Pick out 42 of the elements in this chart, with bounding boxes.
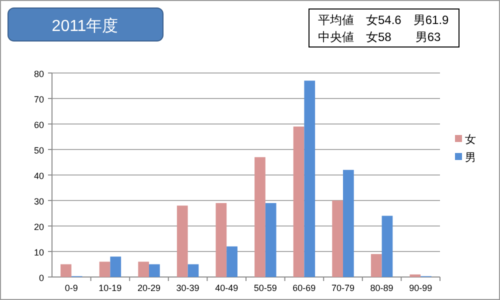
bar (254, 157, 266, 277)
x-tick-label: 60-69 (292, 283, 316, 293)
bar (265, 203, 276, 277)
bar (60, 264, 72, 277)
bar (304, 80, 316, 277)
y-tick-label: 50 (34, 146, 44, 156)
bar (343, 170, 354, 277)
x-tick-label: 80-89 (370, 283, 394, 293)
y-tick-label: 80 (34, 69, 44, 79)
x-tick-label: 90-99 (409, 283, 432, 293)
bar (410, 274, 421, 277)
legend-label: 男 (465, 152, 476, 164)
bar (138, 262, 149, 277)
y-tick-label: 40 (34, 171, 44, 181)
x-tick-label: 0-9 (64, 283, 78, 293)
y-tick-label: 70 (34, 94, 44, 104)
text: 中央値 女58 男63 (318, 30, 442, 44)
y-tick-label: 20 (34, 222, 44, 232)
bar (332, 200, 343, 277)
bar (382, 216, 393, 277)
bar (188, 264, 199, 277)
x-tick-label: 30-39 (176, 283, 200, 293)
x-tick-label: 10-19 (98, 283, 122, 293)
bar (216, 203, 227, 277)
x-tick-label: 70-79 (331, 283, 355, 293)
x-tick-label: 20-29 (137, 283, 161, 293)
bar (293, 126, 304, 277)
bar (99, 262, 110, 277)
text: 平均値 女54.6 男61.9 (318, 13, 450, 27)
bar (370, 254, 382, 277)
chart-title: 2011年度 (52, 17, 118, 35)
x-tick-label: 40-49 (215, 283, 238, 293)
legend-label: 女 (465, 134, 476, 146)
x-tick-label: 50-59 (254, 283, 277, 293)
bar (110, 256, 122, 277)
y-tick-label: 0 (38, 273, 44, 283)
bar (226, 246, 238, 277)
bar (176, 206, 188, 277)
y-tick-label: 30 (34, 196, 44, 206)
y-tick-label: 10 (34, 248, 44, 258)
bar (149, 264, 160, 277)
y-tick-label: 60 (34, 120, 44, 130)
